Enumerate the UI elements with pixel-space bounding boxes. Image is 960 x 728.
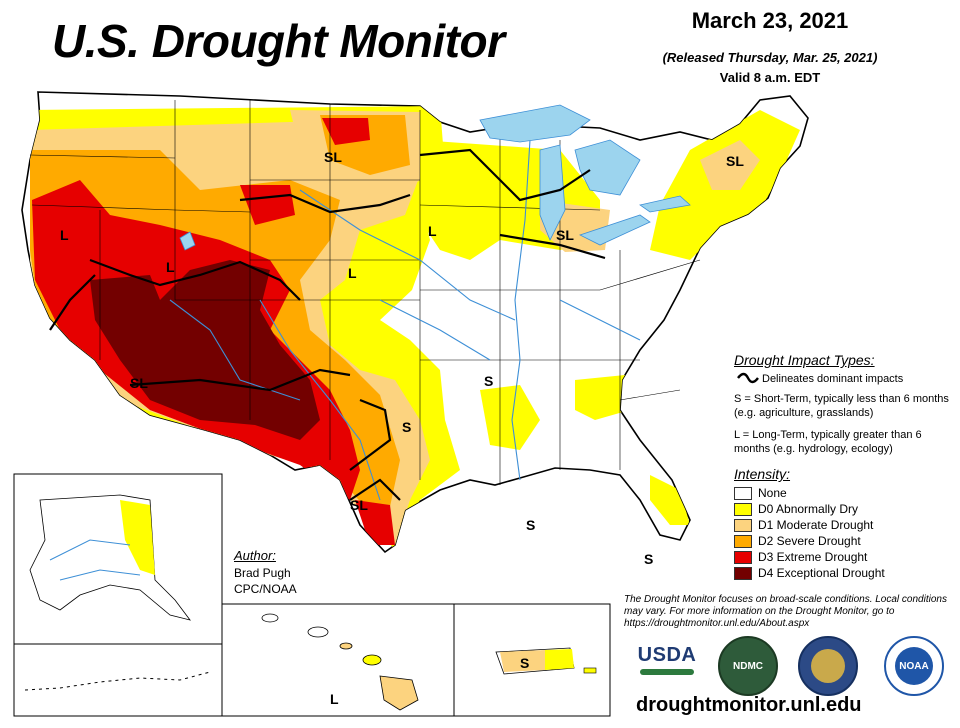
impact-types-heading: Drought Impact Types:	[734, 352, 875, 368]
ndmc-logo: NDMC	[718, 636, 778, 696]
d4-southwest	[90, 260, 320, 440]
label-l-iowa: L	[428, 223, 437, 239]
label-s-florida: S	[644, 551, 653, 567]
usda-logo: USDA	[636, 636, 698, 694]
legend-row-d2: D2 Severe Drought	[734, 534, 861, 549]
d0-mid-south	[480, 385, 540, 450]
legend-label: D1 Moderate Drought	[758, 518, 874, 532]
label-sl-texas: SL	[350, 497, 368, 513]
label-s-puerto-rico: S	[520, 655, 529, 671]
map-date: March 23, 2021	[691, 8, 849, 33]
legend-row-d1: D1 Moderate Drought	[734, 518, 873, 533]
label-sl-new-england: SL	[726, 153, 744, 169]
commerce-seal	[798, 636, 858, 696]
valid-time: Valid 8 a.m. EDT	[719, 70, 821, 85]
legend-row-d4: D4 Exceptional Drought	[734, 566, 885, 581]
alaska-d0	[120, 500, 155, 575]
label-l-california: L	[60, 227, 69, 243]
label-sl-southwest: SL	[130, 375, 148, 391]
legend-swatch	[734, 487, 752, 501]
noaa-logo-text: NOAA	[895, 647, 933, 685]
great-lakes	[179, 104, 691, 251]
legend-swatch	[734, 567, 752, 581]
legend-row-d0: D0 Abnormally Dry	[734, 502, 858, 517]
puerto-rico-d1	[500, 650, 545, 672]
ndmc-logo-text: NDMC	[733, 660, 763, 672]
d0-florida	[650, 475, 690, 525]
d1-new-england	[700, 140, 760, 190]
impact-long-term-text: L = Long-Term, typically greater than 6 …	[734, 429, 922, 455]
impact-delineates-text: Delineates dominant impacts	[762, 373, 904, 385]
author-org: CPC/NOAA	[234, 582, 297, 596]
label-l-colorado: L	[348, 265, 357, 281]
legend-swatch	[734, 535, 752, 549]
legend-swatch	[734, 503, 752, 517]
legend-swatch	[734, 519, 752, 533]
d0-southeast	[575, 375, 630, 420]
label-s-texas: S	[402, 419, 411, 435]
legend-label: D4 Exceptional Drought	[758, 566, 885, 580]
legend-swatch	[734, 551, 752, 565]
d3-north-dakota	[322, 118, 370, 145]
label-l-hawaii: L	[330, 691, 339, 707]
label-s-gulf: S	[526, 517, 535, 533]
d3-south-texas	[355, 500, 395, 545]
alaska-rivers	[49, 539, 141, 581]
impact-line-sample	[737, 372, 759, 384]
hawaii-islands	[261, 613, 419, 711]
noaa-logo: NOAA	[884, 636, 944, 696]
website-link[interactable]: droughtmonitor.unl.edu	[636, 694, 862, 716]
label-sl-great-lakes: SL	[556, 227, 574, 243]
legend-label: D0 Abnormally Dry	[758, 502, 859, 516]
usda-logo-text: USDA	[637, 644, 697, 666]
legend-row-none: None	[734, 486, 787, 501]
impact-lines	[49, 148, 606, 501]
label-sl-north-dakota: SL	[324, 149, 342, 165]
legend-label: D2 Severe Drought	[758, 534, 861, 548]
usda-swoosh	[640, 669, 694, 675]
label-l-idaho: L	[166, 259, 175, 275]
label-s-arkansas: S	[484, 373, 493, 389]
puerto-rico-d0	[545, 649, 574, 670]
release-date: (Released Thursday, Mar. 25, 2021)	[662, 50, 878, 65]
legend-label: D3 Extreme Drought	[758, 550, 868, 564]
impact-short-term-text: S = Short-Term, typically less than 6 mo…	[734, 393, 949, 419]
legend-label: None	[758, 486, 787, 500]
author-heading: Author:	[234, 548, 276, 563]
aleutian-islands	[24, 671, 211, 691]
intensity-heading: Intensity:	[734, 466, 791, 482]
map-title: U.S. Drought Monitor	[52, 15, 505, 67]
author-name: Brad Pugh	[234, 566, 291, 580]
disclaimer-text: The Drought Monitor focuses on broad-sca…	[624, 594, 947, 629]
virgin-islands	[583, 667, 597, 674]
state-borders	[29, 100, 701, 485]
eagle-icon	[811, 649, 845, 683]
legend-row-d3: D3 Extreme Drought	[734, 550, 867, 565]
